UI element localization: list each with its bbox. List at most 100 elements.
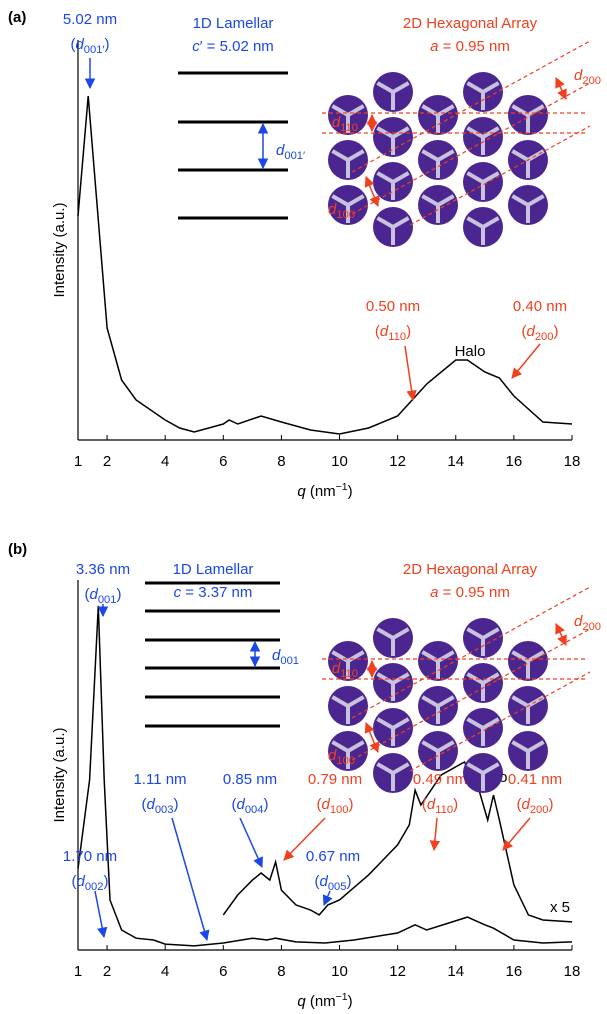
molecule	[506, 183, 550, 227]
annotation-index: (d110)	[422, 796, 458, 816]
hex-spacing-label-part: d	[328, 747, 337, 764]
annotation-index-part: (	[516, 796, 521, 813]
x-axis-label-part: )	[348, 993, 353, 1010]
lattice-line	[409, 671, 591, 772]
x-tick-label: 4	[161, 453, 169, 470]
annotation-index-part: d	[526, 323, 535, 340]
hex-spacing-label-part: d	[574, 613, 583, 630]
hex-spacing-label: d200	[574, 613, 601, 633]
molecule	[506, 93, 550, 137]
hex-param-part: a	[430, 38, 438, 55]
molecule	[461, 661, 505, 705]
curve	[222, 760, 573, 923]
annotation-index-part: 110	[388, 331, 406, 343]
annotation-index: (d200)	[521, 323, 558, 343]
annotation-index-part: d	[236, 796, 245, 813]
molecule	[461, 115, 505, 159]
annotation-index-part: )	[549, 796, 554, 813]
annotation-index-part: d	[380, 323, 389, 340]
lamellar-spacing-part: 001′	[284, 150, 305, 162]
x-axis-label-part: −1	[336, 481, 348, 493]
lamellar-param-part: c	[174, 584, 182, 601]
x-tick-label: 4	[161, 963, 169, 980]
annotation-value: 0.85 nm	[223, 771, 277, 788]
y-axis-label: Intensity (a.u.)	[51, 202, 68, 297]
hex-arrow	[364, 176, 380, 207]
hex-spacing-label: d200	[574, 67, 601, 87]
hex-spacing-label-part: 110	[340, 668, 358, 680]
annotation-arrow	[171, 817, 210, 942]
annotation-index-part: (	[84, 586, 89, 603]
hex-param-part: = 0.95 nm	[439, 584, 510, 601]
curve	[77, 605, 573, 947]
x-axis-label: q (nm−1)	[297, 991, 352, 1010]
annotation-arrow	[239, 817, 263, 868]
molecule	[371, 115, 415, 159]
annotation-index-part: )	[104, 873, 109, 890]
annotation-index-part: d	[521, 796, 530, 813]
molecule	[371, 706, 415, 750]
annotation-index-part: )	[174, 796, 179, 813]
molecule	[416, 183, 460, 227]
panel-label: (a)	[8, 9, 26, 26]
annotation-index-part: (	[314, 873, 319, 890]
hex-arrow	[555, 623, 567, 646]
hex-spacing-label: d100	[328, 747, 355, 767]
annotation-index-part: )	[264, 796, 269, 813]
lattice-line	[351, 628, 591, 761]
hex-spacing-label-part: 110	[340, 122, 358, 134]
hex-spacing-label: d100	[328, 201, 355, 221]
x-tick-label: 10	[331, 963, 348, 980]
annotation-index-part: 003	[155, 804, 174, 816]
hex-title: 2D Hexagonal Array	[403, 15, 538, 32]
annotation-index-part: d	[321, 796, 330, 813]
molecule	[461, 70, 505, 114]
hex-spacing-label: d110	[332, 114, 358, 134]
annotation-arrow	[283, 817, 326, 861]
x-tick-label: 8	[277, 963, 285, 980]
hex-arrow	[364, 722, 380, 753]
molecule	[371, 616, 415, 660]
annotation-index: (d004)	[231, 796, 268, 816]
molecule	[461, 751, 505, 795]
molecule	[371, 160, 415, 204]
lamellar-spacing-part: 001	[280, 655, 299, 667]
lattice-line	[351, 82, 591, 215]
annotation-index-part: 100	[330, 804, 349, 816]
x-axis-label-part: q	[297, 993, 306, 1010]
molecule	[371, 205, 415, 249]
annotation-index-part: )	[105, 36, 110, 53]
molecule	[371, 70, 415, 114]
annotation-index: (d200)	[516, 796, 553, 816]
hex-spacing-label-part: 100	[336, 209, 355, 221]
annotation-index: (d100)	[316, 796, 353, 816]
lamellar-param-part: = 3.37 nm	[181, 584, 252, 601]
hex-spacing-label-part: 100	[336, 755, 355, 767]
annotation-value: 5.02 nm	[63, 11, 117, 28]
panel-label: (b)	[8, 541, 27, 558]
x-tick-label: 14	[447, 963, 464, 980]
annotation-value: 0.79 nm	[308, 771, 362, 788]
annotation-value: 1.11 nm	[133, 771, 186, 788]
hex-param-part: a	[430, 584, 438, 601]
panel: (a)1 2 4 6 8 10 12 14 16 18q (nm−1)Intensity (a.u…	[8, 9, 601, 500]
molecule	[416, 639, 460, 683]
hex-spacing-label-part: d	[332, 660, 341, 677]
lamellar-title: 1D Lamellar	[193, 15, 274, 32]
x-tick-label: 2	[103, 453, 111, 470]
hex-spacing-label-part: d	[332, 114, 341, 131]
annotation-value: Halo	[455, 343, 486, 360]
annotation-index-part: 200	[535, 331, 554, 343]
molecule	[416, 138, 460, 182]
lamellar-spacing: d001′	[276, 142, 305, 162]
x-tick-label: 8	[277, 453, 285, 470]
x-tick-label: 18	[564, 963, 581, 980]
x-axis-label-part: (nm	[306, 483, 336, 500]
hex-spacing-label-part: d	[574, 67, 583, 84]
annotation-arrow	[404, 345, 417, 402]
lattice-line	[351, 40, 591, 173]
molecule	[326, 684, 370, 728]
annotation-index: (d002)	[71, 873, 108, 893]
hex-spacing-label: d110	[332, 660, 358, 680]
